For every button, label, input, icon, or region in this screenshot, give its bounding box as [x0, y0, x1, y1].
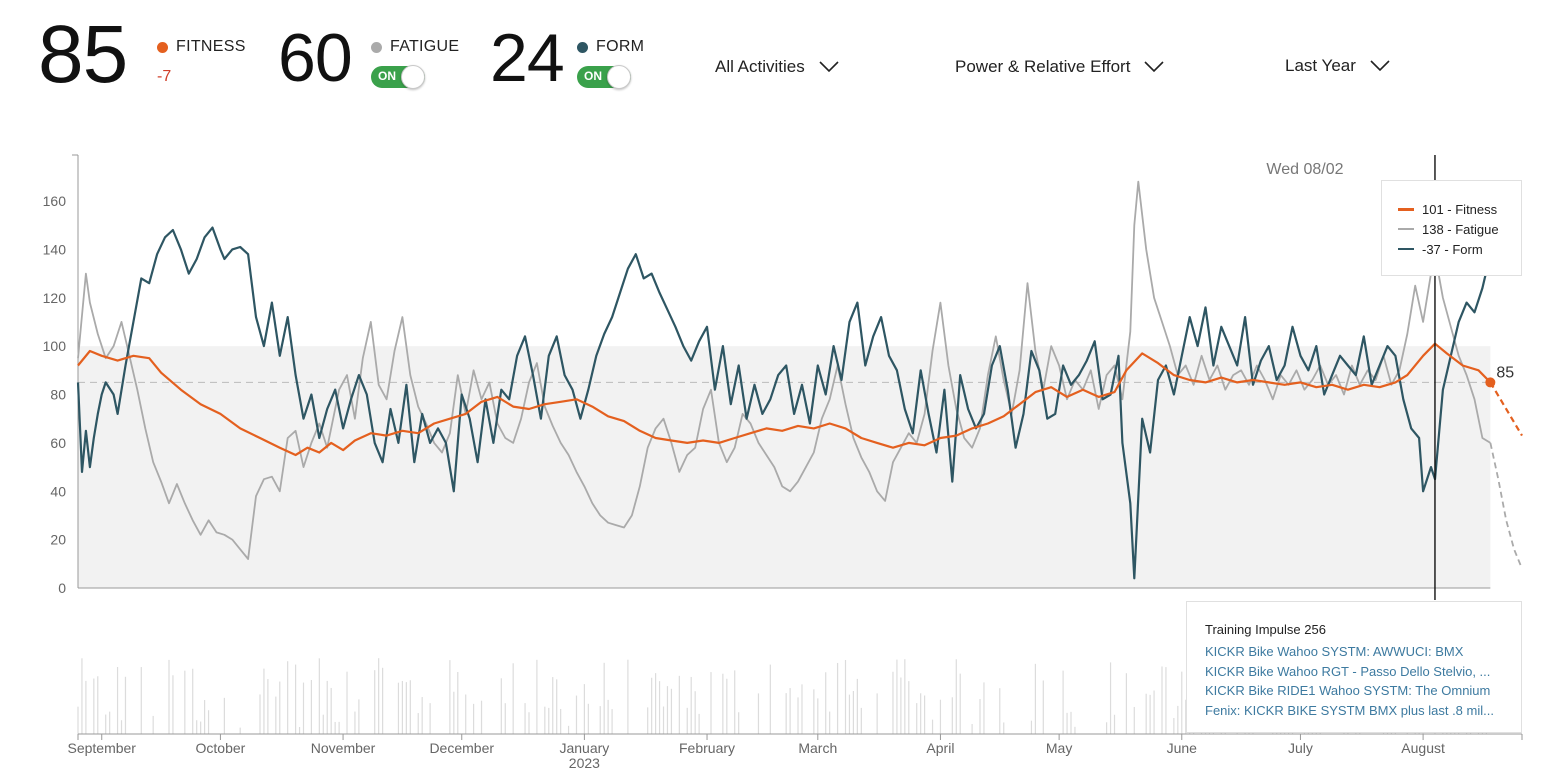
projection-line-fitness: [1489, 381, 1523, 437]
x-tick-label: January: [559, 740, 609, 756]
chevron-down-icon: [1370, 60, 1390, 72]
x-tick-label: October: [196, 740, 246, 756]
x-tick-label: November: [311, 740, 376, 756]
x-tick-label: March: [798, 740, 837, 756]
y-tick-label: 40: [50, 483, 66, 499]
projection-line-fatigue: [1489, 442, 1523, 569]
fitness-dot-icon: [157, 41, 168, 53]
fitness-label-text: FITNESS: [176, 38, 246, 55]
fitness-area: [78, 346, 1491, 588]
plot-fill: [78, 346, 1491, 588]
legend-fatigue: 138 - Fatigue: [1398, 219, 1521, 239]
activity-tooltip: Training Impulse 256 KICKR Bike Wahoo SY…: [1186, 601, 1522, 733]
y-tick-label: 160: [43, 193, 67, 209]
toggle-knob-icon: [607, 65, 631, 89]
y-tick-label: 100: [43, 338, 67, 354]
x-tick-label: May: [1046, 740, 1072, 756]
form-value: 24: [490, 20, 565, 96]
activity-link[interactable]: KICKR Bike RIDE1 Wahoo SYSTM: The Omnium: [1205, 683, 1491, 698]
y-tick-label: 0: [58, 580, 66, 596]
x-year-label: 2023: [569, 755, 600, 771]
toggle-knob-icon: [401, 65, 425, 89]
chevron-down-icon: [1144, 61, 1165, 73]
fatigue-dot-icon: [371, 41, 382, 53]
x-tick-label: August: [1401, 740, 1445, 756]
metric-dropdown-label: Power & Relative Effort: [955, 57, 1131, 76]
y-tick-label: 140: [43, 241, 67, 257]
fatigue-label: FATIGUE: [371, 38, 459, 56]
range-dropdown[interactable]: Last Year: [1285, 56, 1390, 76]
form-toggle-label: ON: [584, 69, 602, 83]
activity-link[interactable]: KICKR Bike Wahoo RGT - Passo Dello Stelv…: [1205, 663, 1491, 679]
legend-fitness: 101 - Fitness: [1398, 199, 1521, 219]
fitness-label: FITNESS: [157, 38, 246, 56]
axes: 0 20 40 60 80 100 120 140 160 September October Nov…: [43, 154, 1523, 771]
legend-line-icon: [1398, 228, 1414, 230]
fatigue-toggle[interactable]: ON: [371, 65, 425, 89]
x-tick-label: February: [679, 740, 735, 756]
fatigue-value: 60: [278, 20, 353, 96]
y-tick-label: 20: [50, 532, 66, 548]
series-line-fatigue: [77, 180, 1491, 560]
activity-filter-label: All Activities: [715, 57, 805, 76]
legend-line-icon: [1398, 248, 1414, 250]
overlay: 85 Wed 08/02: [1266, 155, 1514, 600]
legend-fitness-text: 101 - Fitness: [1422, 201, 1498, 217]
fitness-delta: -7: [157, 68, 172, 85]
series-layer: [76, 180, 1523, 580]
tooltip-legend: 101 - Fitness 138 - Fatigue -37 - Form: [1381, 180, 1522, 276]
activity-filter-dropdown[interactable]: All Activities: [715, 57, 839, 77]
series-line-fitness: [77, 342, 1492, 457]
training-impulse-label: Training Impulse: [1205, 622, 1301, 637]
training-impulse: Training Impulse 256: [1205, 622, 1503, 637]
x-tick-label: July: [1288, 740, 1313, 756]
range-dropdown-label: Last Year: [1285, 56, 1356, 75]
legend-line-icon: [1398, 207, 1414, 211]
fatigue-toggle-label: ON: [378, 69, 396, 83]
form-dot-icon: [577, 41, 588, 53]
y-tick-label: 80: [50, 387, 66, 403]
activity-link[interactable]: Fenix: KICKR BIKE SYSTM BMX plus last .8…: [1205, 702, 1494, 718]
current-value-label: 85: [1496, 364, 1514, 381]
fitness-value: 85: [38, 9, 128, 100]
legend-form-text: -37 - Form: [1422, 241, 1483, 257]
y-tick-label: 120: [43, 290, 67, 306]
x-tick-label: December: [429, 740, 494, 756]
hover-date-label: Wed 08/02: [1266, 161, 1343, 178]
form-label: FORM: [577, 38, 644, 56]
training-impulse-value: 256: [1304, 622, 1326, 637]
legend-fatigue-text: 138 - Fatigue: [1422, 221, 1499, 237]
fatigue-label-text: FATIGUE: [390, 38, 460, 55]
x-tick-label: April: [926, 740, 954, 756]
metric-dropdown[interactable]: Power & Relative Effort: [955, 57, 1165, 77]
form-toggle[interactable]: ON: [577, 65, 631, 89]
current-point: [1485, 377, 1496, 388]
x-tick-label: June: [1167, 740, 1198, 756]
x-tick-label: September: [67, 740, 136, 756]
form-label-text: FORM: [596, 38, 645, 55]
y-tick-label: 60: [50, 435, 66, 451]
activity-link[interactable]: KICKR Bike Wahoo SYSTM: AWWUCI: BMX: [1205, 644, 1464, 659]
legend-form: -37 - Form: [1398, 239, 1521, 259]
chevron-down-icon: [819, 61, 839, 73]
